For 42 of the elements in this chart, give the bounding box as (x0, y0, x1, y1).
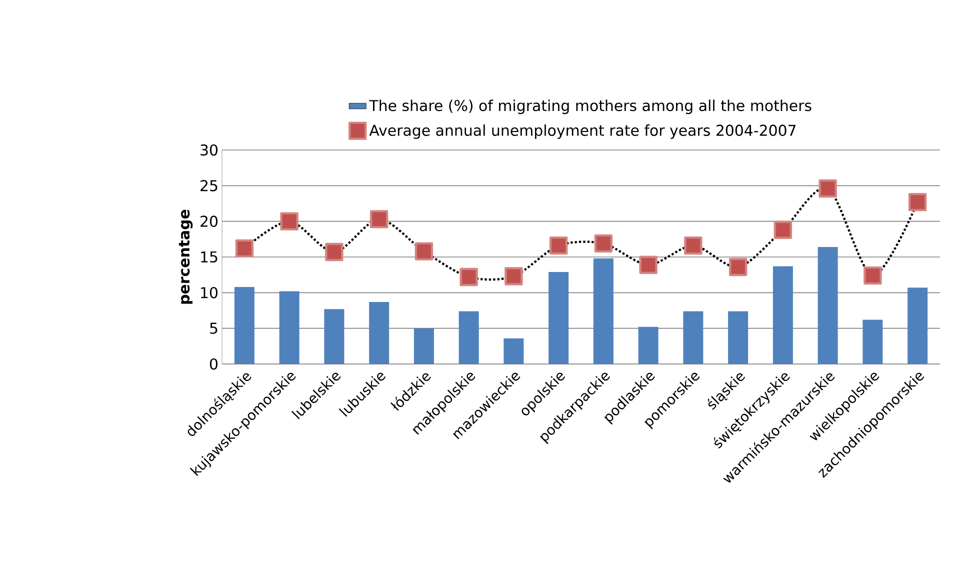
bar (414, 328, 434, 364)
point (414, 242, 434, 260)
point (280, 212, 298, 230)
y-tick-label: 30 (200, 144, 218, 156)
bar (234, 286, 254, 364)
point (594, 234, 613, 253)
bar (458, 311, 479, 364)
point (549, 236, 568, 255)
point (639, 256, 658, 274)
point (818, 179, 837, 198)
bar (772, 266, 793, 364)
point (728, 258, 748, 276)
point (460, 268, 478, 286)
point (684, 236, 702, 255)
bar (279, 291, 300, 364)
bar (324, 309, 344, 364)
y-tick-label: 10 (201, 287, 218, 298)
bar (593, 258, 614, 364)
y-tick-label: 0 (210, 358, 218, 370)
point (235, 239, 254, 258)
bar (818, 247, 838, 364)
bar (369, 302, 390, 364)
bar (638, 326, 658, 364)
point (908, 192, 927, 212)
point (504, 267, 523, 286)
point (864, 266, 882, 285)
y-tick-label: 25 (200, 180, 218, 192)
legend-label: The share (%) of migrating mothers among all the mothers (369, 100, 812, 114)
bar (548, 272, 569, 364)
bar (504, 338, 524, 364)
y-tick-label: 5 (210, 322, 218, 334)
legend-label: Average annual unemployment rate for years 2004-2007 (369, 124, 796, 139)
point (774, 220, 792, 239)
y-tick-label: 15 (201, 251, 218, 263)
y-axis-title: percentage (178, 210, 193, 304)
point (370, 210, 388, 228)
bar (908, 288, 928, 364)
y-tick-label: 20 (200, 216, 218, 227)
bar (862, 320, 883, 364)
bar (728, 311, 748, 364)
bar (683, 311, 704, 364)
point (325, 242, 344, 262)
